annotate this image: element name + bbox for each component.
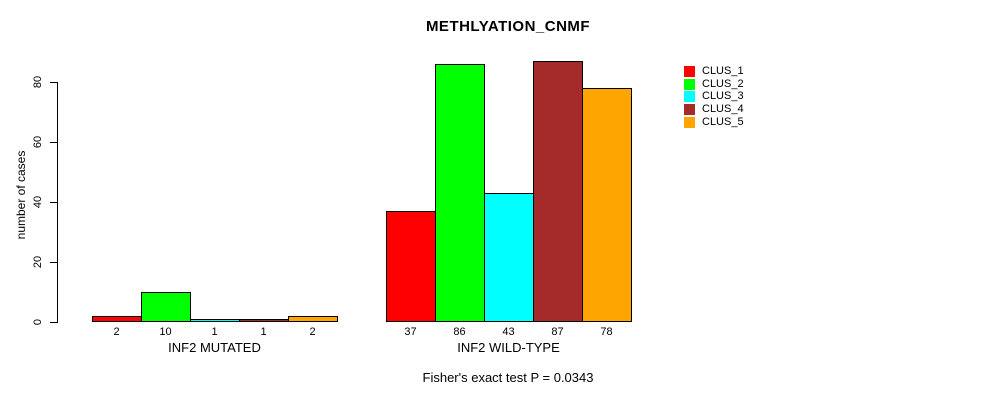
legend-swatch (684, 91, 695, 103)
y-axis-line (57, 82, 58, 323)
legend-swatch (684, 103, 695, 115)
y-axis-tick-label: 0 (32, 318, 44, 326)
bar-value-label: 86 (453, 326, 466, 338)
bar-value-label: 10 (159, 326, 172, 338)
bar-value-label: 2 (309, 326, 316, 338)
bar-CLUS_3 (190, 319, 240, 322)
bar-CLUS_4 (239, 319, 289, 322)
stat-test-caption: Fisher's exact test P = 0.0343 (422, 370, 594, 385)
y-axis-tick (50, 202, 57, 203)
legend: CLUS_1 CLUS_2 CLUS_3 CLUS_4 CLUS_5 (684, 65, 744, 128)
bar-value-label: 78 (600, 326, 613, 338)
y-axis-tick (50, 82, 57, 83)
legend-swatch (684, 65, 695, 77)
bar-value-label: 37 (404, 326, 417, 338)
chart-title: METHLYATION_CNMF (425, 18, 591, 35)
legend-swatch (684, 78, 695, 90)
bar-value-label: 2 (113, 326, 120, 338)
group-label: INF2 WILD-TYPE (457, 340, 560, 355)
legend-swatch (684, 116, 695, 128)
legend-label: CLUS_3 (702, 90, 744, 103)
y-axis-tick-label: 80 (32, 75, 44, 89)
y-axis-tick (50, 262, 57, 263)
legend-item: CLUS_5 (684, 116, 744, 129)
group-label: INF2 MUTATED (168, 340, 261, 355)
bar-CLUS_5 (582, 88, 632, 322)
y-axis-tick-label: 20 (32, 255, 44, 269)
y-axis-tick-label: 40 (32, 195, 44, 209)
legend-item: CLUS_1 (684, 65, 744, 78)
y-axis-tick-label: 60 (32, 135, 44, 149)
bar-CLUS_3 (484, 193, 534, 322)
y-axis-tick (50, 322, 57, 323)
legend-item: CLUS_4 (684, 103, 744, 116)
bar-value-label: 43 (502, 326, 515, 338)
bar-CLUS_2 (435, 64, 485, 322)
bar-value-label: 87 (551, 326, 564, 338)
bar-CLUS_5 (288, 316, 338, 322)
bar-CLUS_1 (386, 211, 436, 322)
bar-CLUS_1 (92, 316, 142, 322)
legend-label: CLUS_5 (702, 115, 744, 128)
y-axis-tick (50, 142, 57, 143)
legend-item: CLUS_2 (684, 78, 744, 91)
legend-item: CLUS_3 (684, 90, 744, 103)
bar-CLUS_2 (141, 292, 191, 322)
bar-value-label: 1 (211, 326, 218, 338)
legend-label: CLUS_4 (702, 102, 744, 115)
legend-label: CLUS_2 (702, 77, 744, 90)
bar-value-label: 1 (260, 326, 267, 338)
y-axis-label: number of cases (14, 150, 28, 240)
legend-label: CLUS_1 (702, 64, 744, 77)
bar-CLUS_4 (533, 61, 583, 322)
